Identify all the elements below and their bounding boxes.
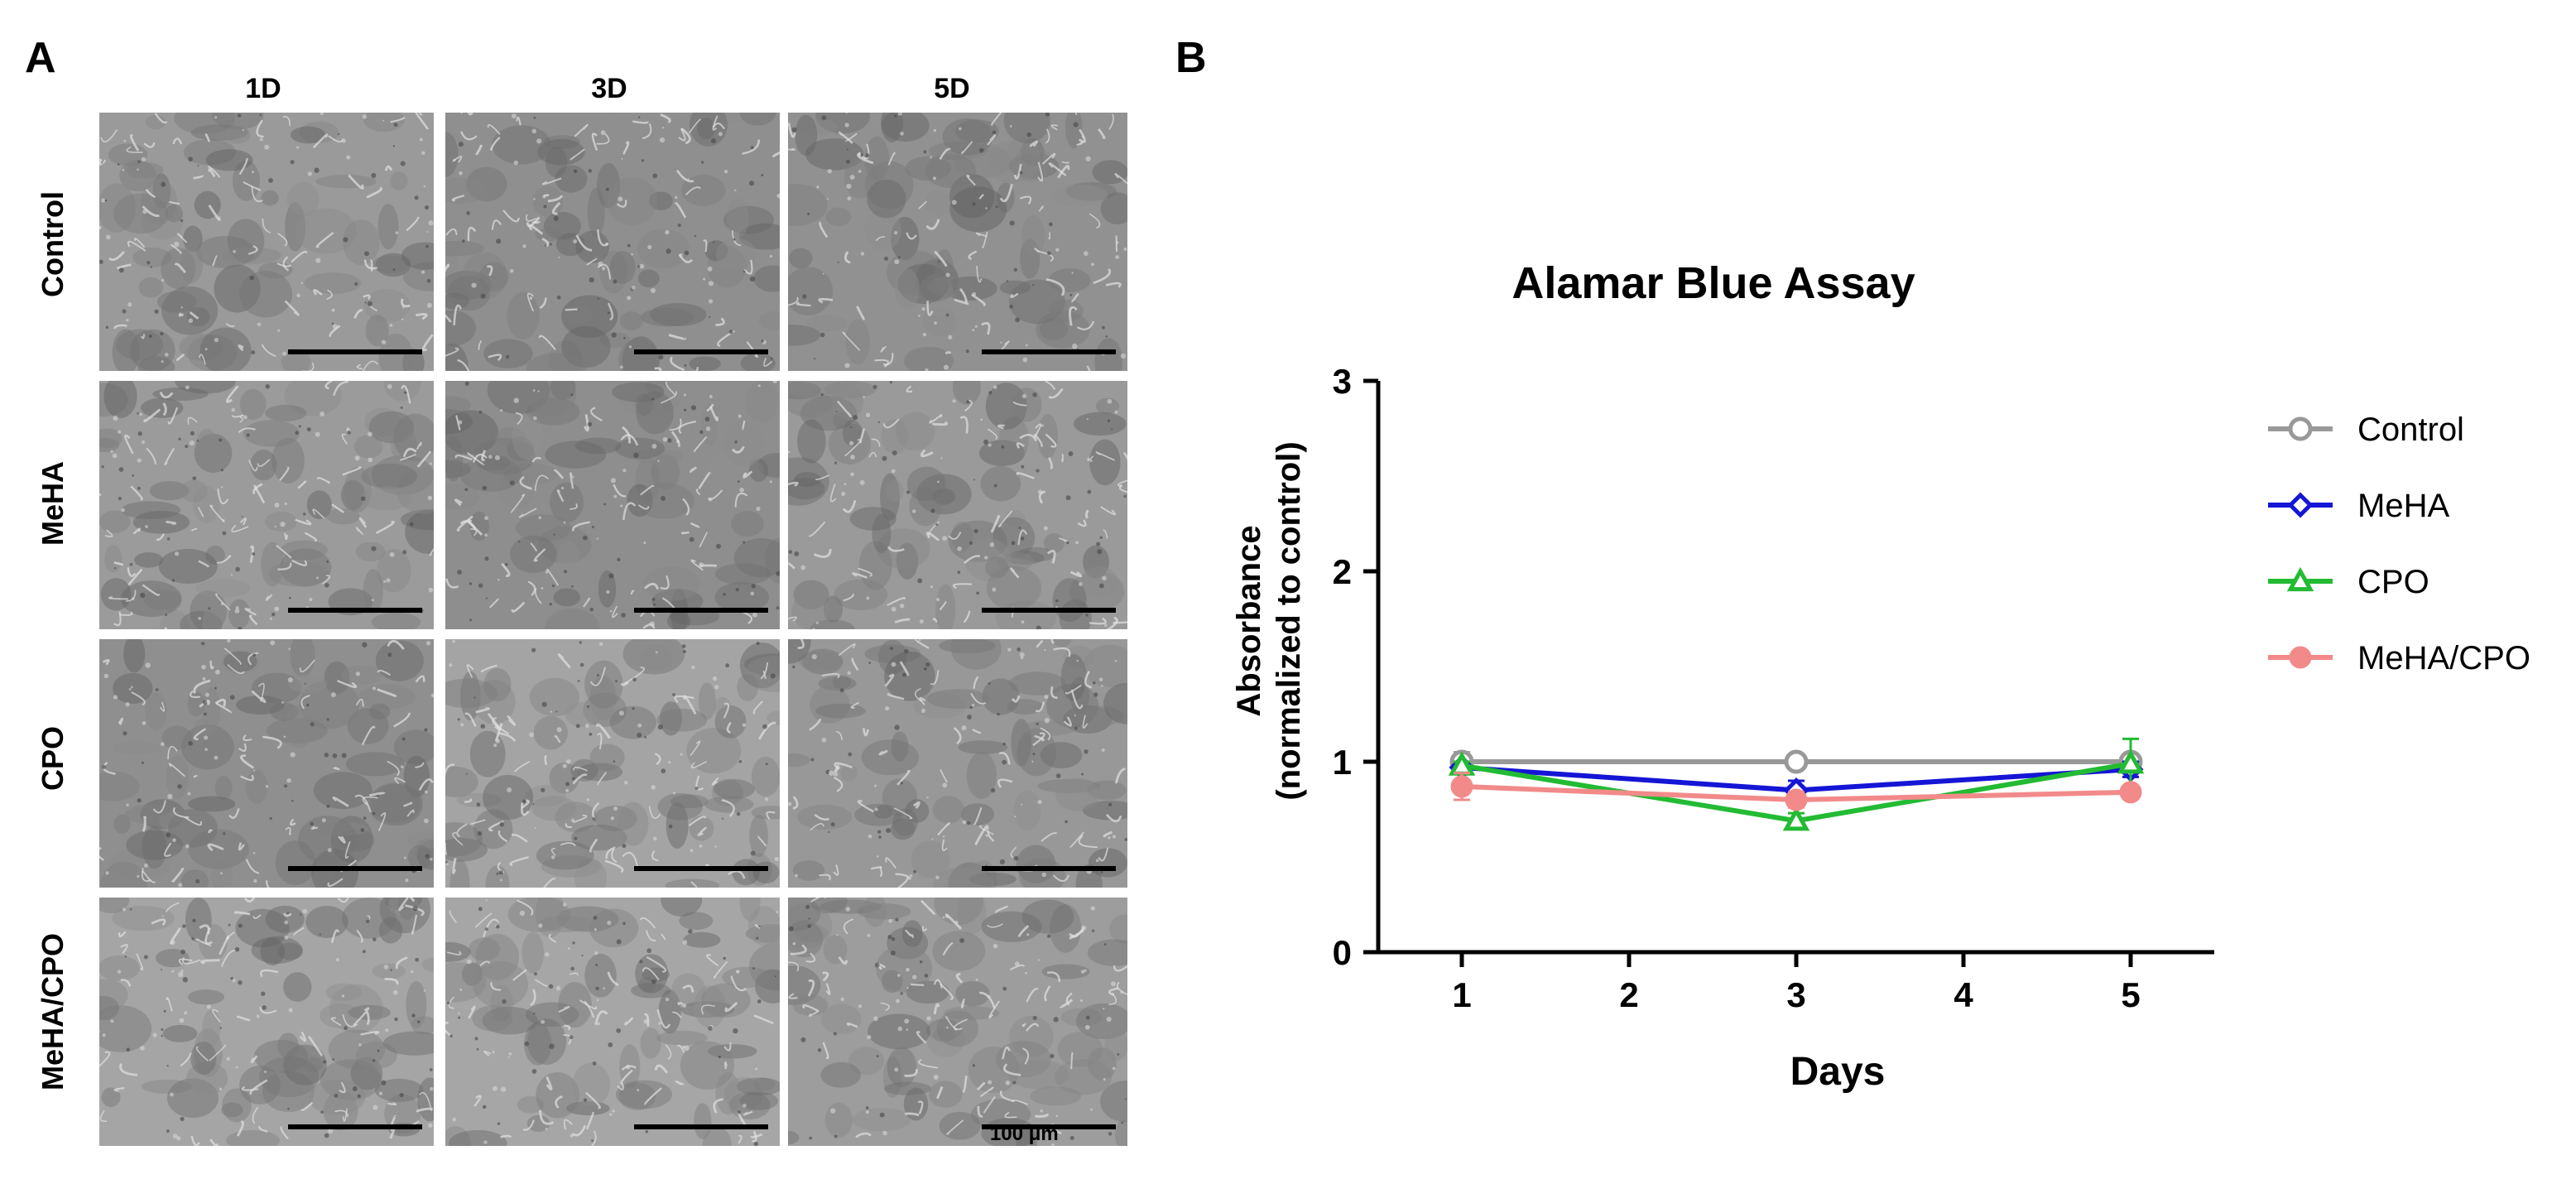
- x-tick-label: 3: [1786, 975, 1805, 1014]
- data-point-cpo: [1782, 806, 1810, 831]
- micrograph-cpo-3d: [445, 639, 780, 888]
- legend-label: CPO: [2357, 564, 2429, 600]
- x-tick-label: 1: [1452, 975, 1471, 1014]
- column-label-1d: 1D: [245, 73, 281, 104]
- micrograph-texture: [445, 381, 780, 629]
- micrograph-cpo-1d: [99, 639, 434, 888]
- panel-a-letter: A: [25, 34, 56, 82]
- scale-bar: [288, 608, 422, 613]
- micrograph-meha-cpo-3d: [445, 898, 780, 1146]
- micrograph-meha-3d: [445, 381, 780, 629]
- micrograph-texture: [445, 898, 780, 1146]
- x-tick-label: 2: [1619, 975, 1638, 1014]
- y-tick-label: 3: [1333, 362, 1352, 401]
- y-tick-label: 1: [1333, 743, 1352, 782]
- legend-label: MeHA: [2357, 488, 2449, 524]
- y-tick-label: 0: [1333, 933, 1352, 972]
- data-point-meha-cpo: [1450, 775, 1473, 798]
- data-point-meha-cpo: [2119, 781, 2142, 804]
- micrograph-control-5d: [788, 113, 1127, 371]
- x-axis-label: Days: [1790, 1050, 1886, 1094]
- micrograph-texture: [788, 381, 1127, 629]
- row-label-control-text: Control: [36, 191, 70, 297]
- plot-area: 0 1 2 3 1 2 3 4 5: [1333, 362, 2214, 1014]
- series-cpo: [1448, 737, 2145, 831]
- scale-bar: [982, 349, 1116, 354]
- scale-bar: [634, 608, 768, 613]
- micrograph-meha-cpo-1d: [99, 898, 434, 1146]
- micrograph-texture: [788, 898, 1127, 1146]
- row-label-meha-cpo-text: MeHA/CPO: [36, 932, 70, 1091]
- y-axis-label-line1: Absorbance: [1231, 525, 1267, 716]
- micrograph-meha-5d: [788, 381, 1127, 629]
- legend-marker: [2289, 646, 2312, 669]
- micrograph-texture: [99, 381, 434, 629]
- micrograph-meha-cpo-5d: [788, 898, 1127, 1146]
- micrograph-texture: [788, 639, 1127, 888]
- chart-title: Alamar Blue Assay: [1511, 258, 1915, 308]
- micrograph-texture: [445, 639, 780, 888]
- y-tick-label: 2: [1333, 552, 1352, 591]
- micrograph-cpo-5d: [788, 639, 1127, 888]
- legend-marker: [2287, 492, 2314, 518]
- micrograph-texture: [99, 898, 434, 1146]
- scale-bar: [634, 1124, 768, 1129]
- legend-item-control: Control: [2268, 412, 2464, 448]
- micrograph-texture: [445, 113, 780, 371]
- x-tick-label: 4: [1954, 975, 1973, 1014]
- column-label-3d: 3D: [591, 73, 627, 104]
- scale-bar: [982, 608, 1116, 613]
- micrograph-texture: [99, 639, 434, 888]
- scale-bar: [288, 349, 422, 354]
- data-point-control: [1784, 749, 1809, 774]
- micrograph-control-3d: [445, 113, 780, 371]
- data-point-meha-cpo: [1785, 788, 1808, 811]
- series-meha-cpo: [1450, 772, 2142, 811]
- x-tick-label: 5: [2121, 975, 2140, 1014]
- micrograph-meha-1d: [99, 381, 434, 629]
- scale-bar: [288, 1124, 422, 1129]
- row-label-cpo-text: CPO: [36, 725, 70, 792]
- series-control: [1449, 749, 2143, 774]
- data-point-cpo: [2117, 749, 2145, 774]
- micrograph-texture: [99, 113, 434, 371]
- scale-bar: [288, 866, 422, 871]
- column-label-5d: 5D: [934, 73, 970, 104]
- legend-marker: [2286, 566, 2314, 592]
- legend: Control MeHA CPO MeHA/CPO: [2268, 412, 2530, 676]
- legend-item-meha-cpo: MeHA/CPO: [2268, 640, 2530, 676]
- y-axis-label: Absorbance (normalized to control): [1231, 441, 1307, 800]
- scale-bar: [982, 1124, 1116, 1129]
- legend-label: MeHA/CPO: [2357, 640, 2530, 676]
- micrograph-control-1d: [99, 113, 434, 371]
- row-label-meha-text: MeHA: [36, 460, 70, 546]
- scale-bar: [634, 866, 768, 871]
- legend-marker: [2288, 416, 2313, 441]
- legend-item-meha: MeHA: [2268, 488, 2449, 524]
- panel-b-letter: B: [1175, 34, 1207, 82]
- y-axis-label-line2: (normalized to control): [1271, 441, 1307, 800]
- scale-bar: [634, 349, 768, 354]
- micrograph-texture: [788, 113, 1127, 371]
- scale-bar: [982, 866, 1116, 871]
- alamar-blue-chart: Alamar Blue Assay Absorbance (normalized…: [1231, 258, 2530, 1094]
- legend-item-cpo: CPO: [2268, 564, 2429, 600]
- legend-label: Control: [2357, 412, 2464, 448]
